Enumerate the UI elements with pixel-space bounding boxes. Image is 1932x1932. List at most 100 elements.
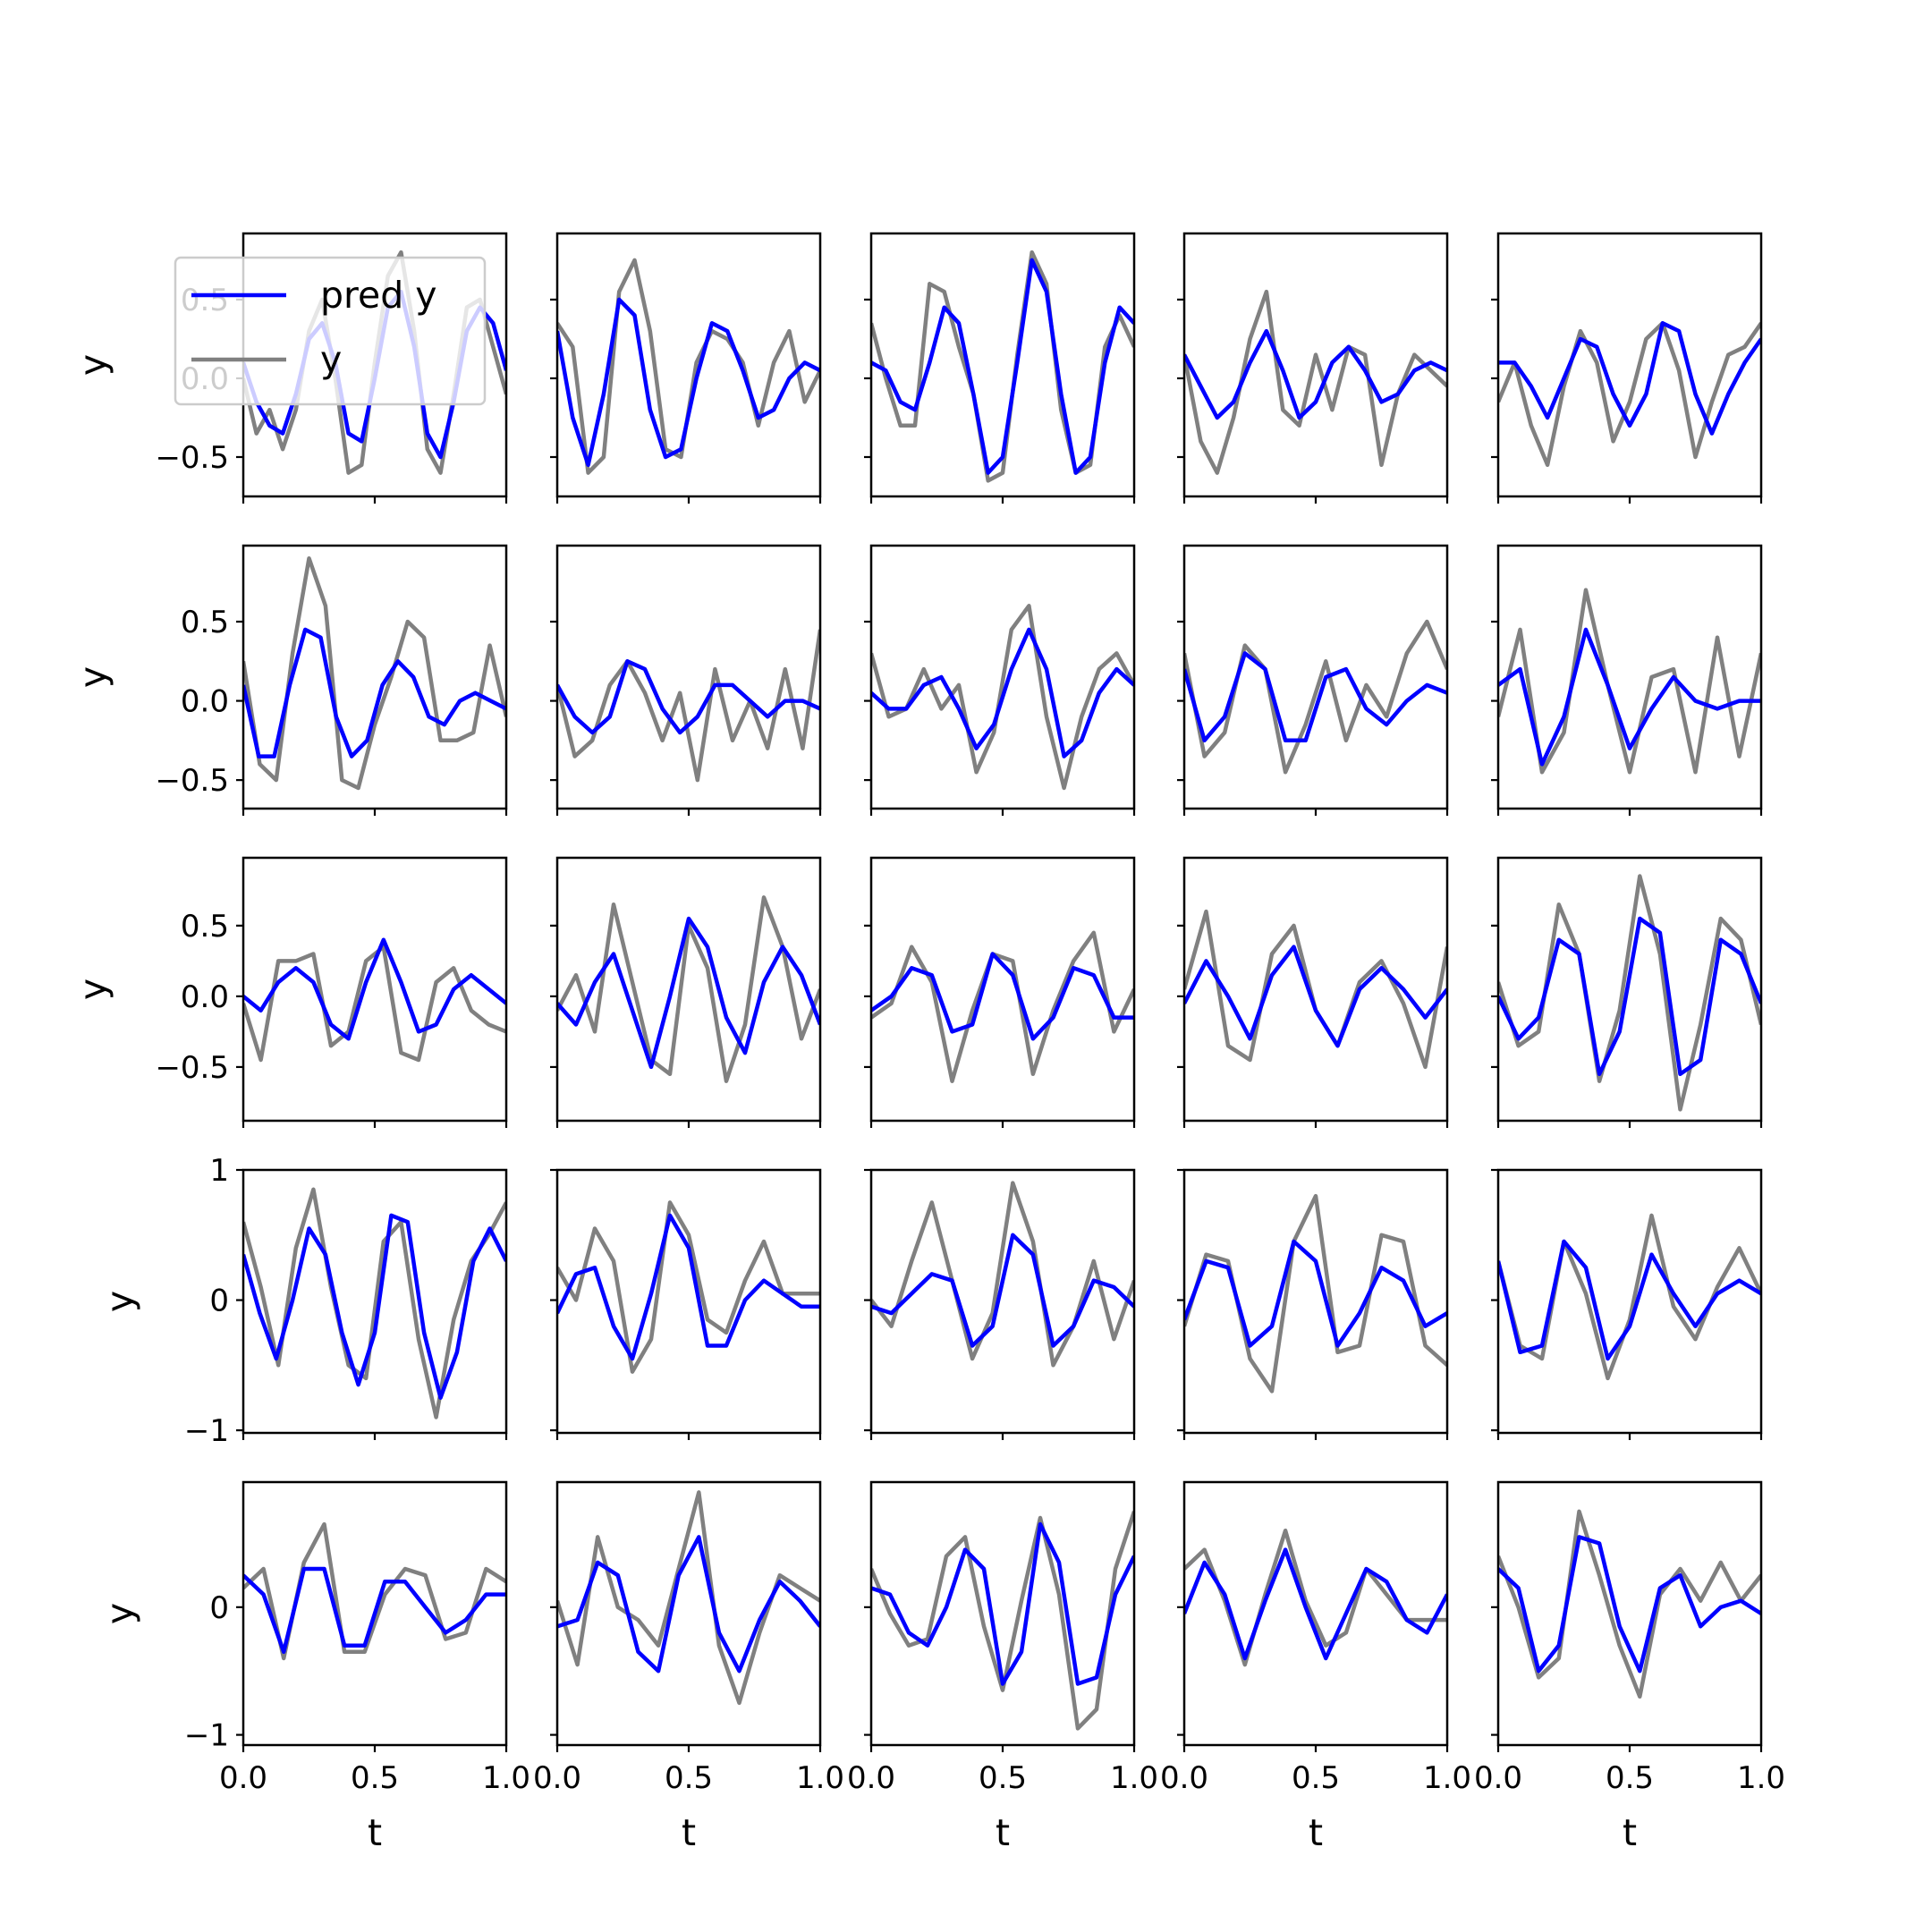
series-pred-y-line <box>243 1213 506 1400</box>
y-tick-label: 0 <box>209 1590 229 1626</box>
subplot-r2-c1: −0.5 0.0 0.5 y <box>72 544 508 816</box>
y-axis-label: y <box>98 1603 141 1624</box>
series-pred-y-line <box>871 952 1134 1041</box>
series-y-line <box>871 1181 1134 1368</box>
y-axis-label: y <box>72 354 114 376</box>
x-tick-label: 1.0 <box>1110 1760 1158 1796</box>
y-tick-label: 1 <box>209 1153 229 1189</box>
series-pred-y-line <box>243 937 506 1041</box>
y-axis-label: y <box>72 979 114 1000</box>
x-axis-label: t <box>996 1811 1010 1854</box>
series-pred-y-line <box>1184 328 1447 420</box>
y-tick-label: 0.0 <box>181 979 229 1015</box>
subplot-r4-c2 <box>550 1168 822 1440</box>
subplot-r1-c4 <box>1177 232 1449 504</box>
y-tick-label: −1 <box>184 1718 229 1754</box>
x-tick-label: 0.5 <box>665 1760 713 1796</box>
x-tick-label: 0.5 <box>1292 1760 1340 1796</box>
series-pred-y-line <box>871 1521 1134 1686</box>
series-y-line <box>1498 588 1761 775</box>
series-y-line <box>243 945 506 1063</box>
subplot-r2-c3 <box>864 544 1136 816</box>
series-pred-y-line <box>1498 627 1761 767</box>
y-tick-label: 0.5 <box>181 605 229 640</box>
series-pred-y-line <box>557 1213 820 1361</box>
x-tick-label: 1.0 <box>1737 1760 1785 1796</box>
subplot-r4-c1: −1 0 1 y <box>98 1153 508 1449</box>
x-tick-label: 0.0 <box>847 1760 895 1796</box>
y-tick-label: 0 <box>209 1284 229 1319</box>
x-tick-label: 0.5 <box>1606 1760 1654 1796</box>
y-tick-label: −0.5 <box>155 763 229 799</box>
y-tick-label: −0.5 <box>155 1050 229 1086</box>
x-tick-label: 0.5 <box>979 1760 1027 1796</box>
subplot-r5-c5: 0.0 0.5 1.0 t <box>1474 1480 1785 1854</box>
x-axis-label: t <box>682 1811 696 1854</box>
series-y-line <box>557 1200 820 1374</box>
subplot-r3-c1: −0.5 0.0 0.5 y <box>72 856 508 1128</box>
subplot-r1-c2 <box>550 232 822 504</box>
subplot-r5-c3: 0.0 0.5 1.0 t <box>847 1480 1158 1854</box>
legend: pred y y <box>174 256 487 406</box>
series-y-line <box>871 1511 1134 1731</box>
subplot-r4-c4 <box>1177 1168 1449 1440</box>
series-pred-y-line <box>243 627 506 758</box>
subplot-r5-c1: 0.0 0.5 1.0 −1 0 t y <box>98 1480 530 1854</box>
subplot-r2-c5 <box>1491 544 1763 816</box>
series-pred-y-line <box>557 916 820 1070</box>
series-y-line <box>1498 1509 1761 1699</box>
series-y-line <box>243 1187 506 1419</box>
x-axis-label: t <box>1623 1811 1637 1854</box>
y-tick-label: −1 <box>184 1413 229 1449</box>
series-pred-y-line <box>871 1233 1134 1348</box>
series-pred-y-line <box>1184 945 1447 1048</box>
y-axis-label: y <box>98 1291 141 1312</box>
subplot-r2-c4 <box>1177 544 1449 816</box>
x-tick-label: 1.0 <box>1423 1760 1471 1796</box>
x-tick-label: 1.0 <box>482 1760 530 1796</box>
subplot-grid: −0.50.00.5y−0.50.00.5y−0.50.00.5y−101y0.… <box>72 232 1785 1854</box>
subplot-r1-c5 <box>1491 232 1763 504</box>
series-y-line <box>871 604 1134 791</box>
series-pred-y-line <box>557 1535 820 1674</box>
subplot-r3-c2 <box>550 856 822 1128</box>
subplot-r5-c2: 0.0 0.5 1.0 t <box>533 1480 844 1854</box>
series-y-line <box>1498 321 1761 468</box>
series-y-line <box>871 930 1134 1083</box>
subplot-r3-c3 <box>864 856 1136 1128</box>
legend-label: y <box>320 338 342 381</box>
x-axis-label: t <box>1309 1811 1323 1854</box>
subplot-r3-c5 <box>1491 856 1763 1128</box>
series-pred-y-line <box>557 659 820 735</box>
y-axis-label: y <box>72 666 114 688</box>
series-pred-y-line <box>1184 1547 1447 1661</box>
x-tick-label: 0.0 <box>1474 1760 1522 1796</box>
series-pred-y-line <box>1498 321 1761 436</box>
x-tick-label: 0.0 <box>219 1760 267 1796</box>
series-pred-y-line <box>557 297 820 468</box>
series-pred-y-line <box>1498 1535 1761 1674</box>
subplot-r4-c3 <box>864 1168 1136 1440</box>
x-tick-label: 0.5 <box>351 1760 399 1796</box>
series-pred-y-line <box>871 627 1134 758</box>
series-pred-y-line <box>243 1566 506 1655</box>
series-y-line <box>1184 619 1447 775</box>
series-pred-y-line <box>1498 916 1761 1077</box>
subplot-r2-c2 <box>550 544 822 816</box>
y-tick-label: 0.5 <box>181 909 229 945</box>
y-tick-label: −0.5 <box>155 440 229 476</box>
subplot-r1-c3 <box>864 232 1136 504</box>
x-axis-label: t <box>368 1811 382 1854</box>
series-pred-y-line <box>871 258 1134 475</box>
series-pred-y-line <box>1184 1239 1447 1348</box>
series-y-line <box>1184 289 1447 475</box>
x-tick-label: 0.0 <box>533 1760 581 1796</box>
series-pred-y-line <box>1184 651 1447 743</box>
legend-label: pred y <box>320 274 437 317</box>
series-pred-y-line <box>1498 1239 1761 1361</box>
subplot-r3-c4 <box>1177 856 1449 1128</box>
subplot-r5-c4: 0.0 0.5 1.0 t <box>1160 1480 1471 1854</box>
series-y-line <box>871 250 1134 483</box>
series-y-line <box>1184 1193 1447 1394</box>
